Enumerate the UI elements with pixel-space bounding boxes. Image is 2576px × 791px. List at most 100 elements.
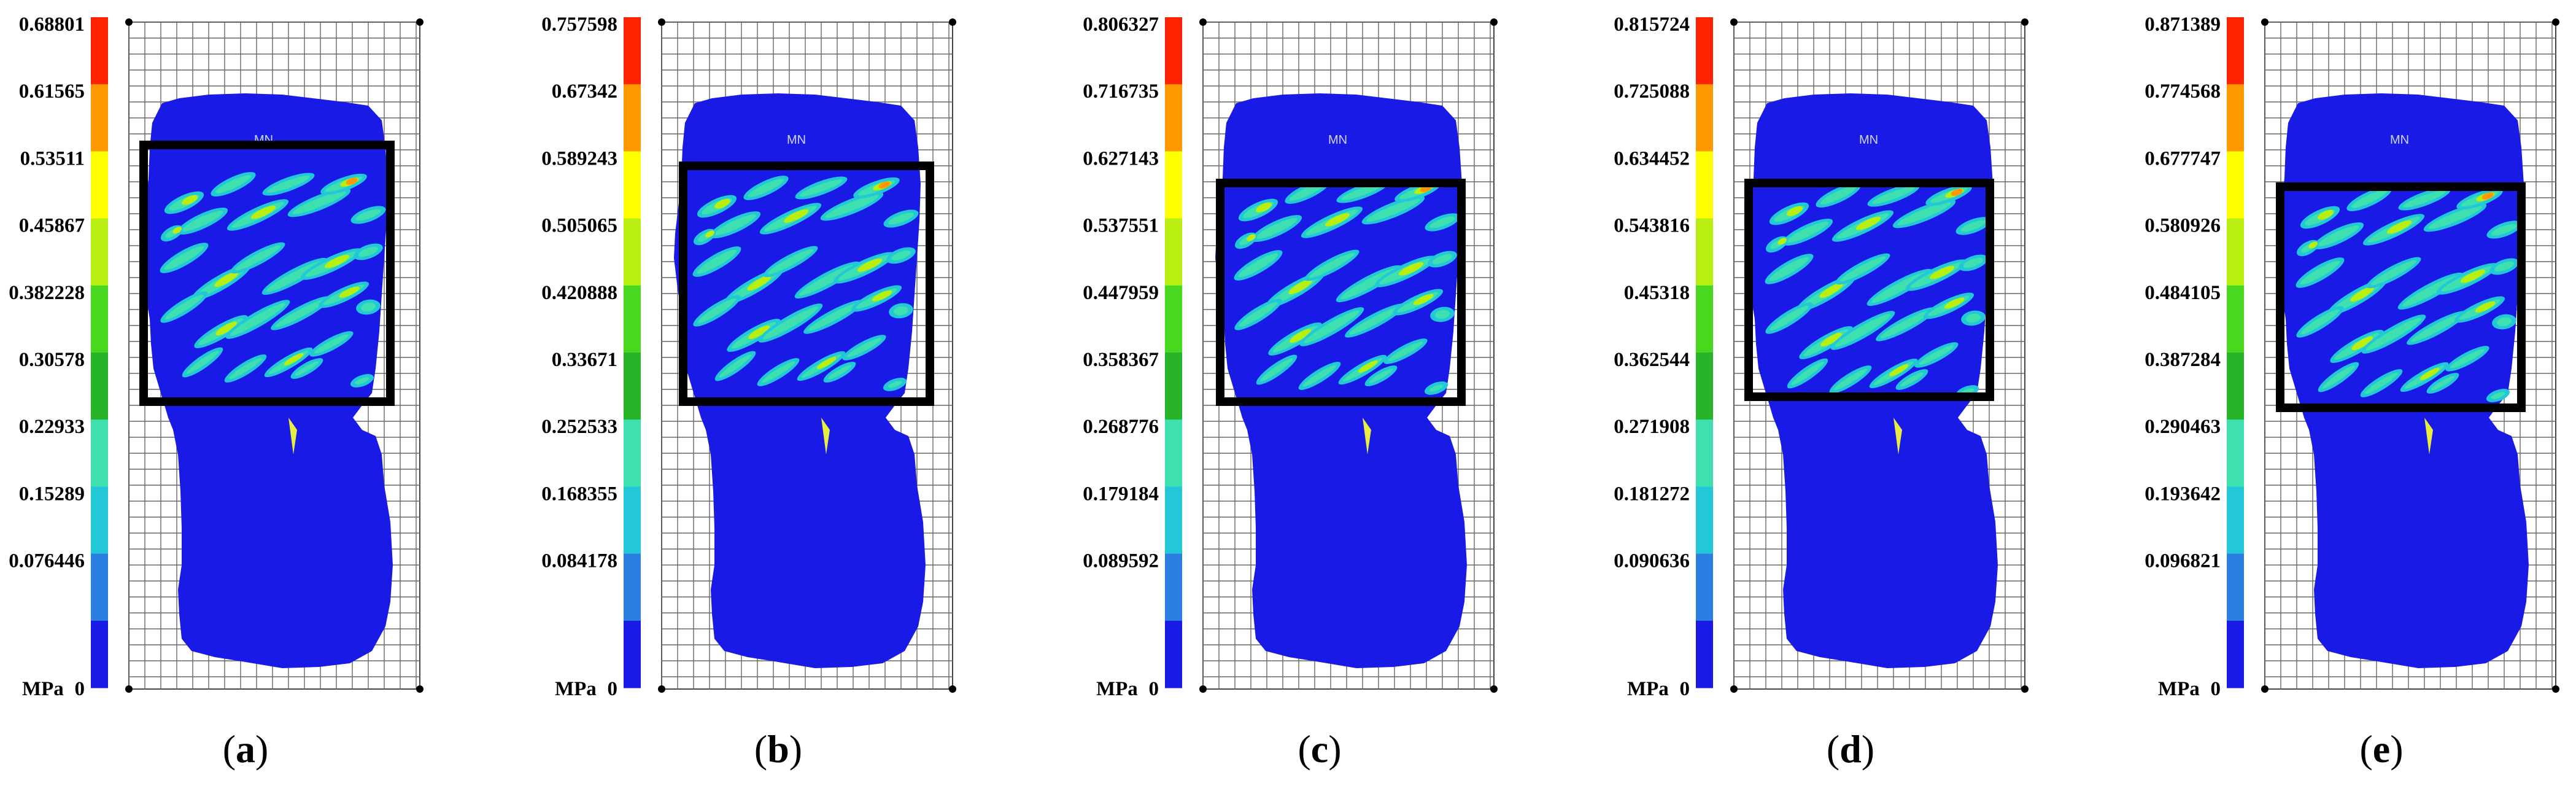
hotspot-mid xyxy=(761,361,795,383)
hotspot xyxy=(1304,249,1360,281)
colorbar xyxy=(91,17,108,688)
hotspot xyxy=(853,177,900,199)
hotspot-mid xyxy=(358,246,379,257)
hotspot xyxy=(1234,250,1283,281)
hotspot xyxy=(2296,257,2345,288)
colorbar-band xyxy=(1165,84,1182,152)
colorbar-band xyxy=(624,353,641,420)
hotspot xyxy=(1914,342,1959,368)
panel-c: 0.806327 0.716735 0.627143 0.537551 0.447959… xyxy=(1074,0,1589,791)
hotspot-mid xyxy=(2491,224,2517,236)
hotspot-mid xyxy=(827,365,852,380)
hotspot xyxy=(692,246,741,277)
colorbar-tick-label: 0.61565 xyxy=(19,80,85,103)
hotspot-core xyxy=(1413,294,1434,305)
hotspot-mid xyxy=(800,179,843,197)
colorbar-band xyxy=(91,419,108,487)
hotspot xyxy=(883,209,919,228)
hotspot xyxy=(2486,220,2522,239)
hotspot-core xyxy=(1290,329,1312,343)
hotspot xyxy=(1338,354,1387,385)
hotspot-mid xyxy=(1388,341,1423,361)
hotspot-mid xyxy=(1900,372,1924,387)
colorbar-band xyxy=(624,419,641,487)
hotspot xyxy=(226,199,289,231)
colorbar-ticks: 0.815724 0.725088 0.634452 0.543816 0.45318 0… xyxy=(1614,14,1690,700)
hotspot-core xyxy=(783,209,809,223)
hotspot xyxy=(714,351,756,381)
colorbar-band xyxy=(624,84,641,152)
hotspot xyxy=(2489,258,2519,275)
hotspot xyxy=(2300,206,2340,229)
hotspot-mid xyxy=(234,245,281,271)
hotspot xyxy=(191,264,251,301)
hotspot-core xyxy=(339,286,360,298)
hotspot-mid xyxy=(2411,314,2462,342)
hotspot xyxy=(1265,271,1325,308)
hotspot xyxy=(889,303,913,319)
hotspot xyxy=(160,291,208,323)
hotspot-mid xyxy=(762,306,819,340)
hotspot-core xyxy=(1247,234,1256,241)
hotspot xyxy=(1955,217,1991,235)
hotspot-core xyxy=(1398,262,1424,276)
colorbar-tick-label: 0.634452 xyxy=(1614,147,1690,170)
hotspot-mid xyxy=(894,306,908,316)
hotspot-core xyxy=(1855,217,1881,230)
hotspot xyxy=(2436,263,2499,295)
colorbar-tick-label: 0.537551 xyxy=(1083,215,1159,237)
hotspot-mid xyxy=(1366,198,1420,222)
footprint-outline xyxy=(141,93,393,668)
contour-plot-e: 0.871389 0.774568 0.677747 0.580926 0.484105… xyxy=(2145,14,2559,700)
hotspot xyxy=(727,319,781,352)
colorbar-band xyxy=(1165,151,1182,219)
hotspot xyxy=(1392,289,1444,316)
hotspot xyxy=(1238,198,1278,222)
hotspot xyxy=(2456,188,2503,210)
colorbar-tick-label: 0.420888 xyxy=(541,282,617,304)
colorbar-band xyxy=(1696,151,1713,219)
colorbar-tick-label: 0.268776 xyxy=(1083,416,1159,438)
caption-letter: a xyxy=(236,727,255,771)
hotspot xyxy=(264,347,313,378)
forefoot-roi-box xyxy=(139,141,395,406)
hotspot xyxy=(883,378,907,391)
colorbar-tick-label: 0.15289 xyxy=(19,483,85,505)
colorbar-ticks: 0.68801 0.61565 0.53511 0.45867 0.382228 0.30… xyxy=(9,14,85,700)
colorbar xyxy=(1165,17,1182,688)
hotspot xyxy=(795,176,848,200)
unit-label: MPa xyxy=(2158,678,2200,700)
hotspot-core xyxy=(857,259,883,272)
hotspot-core xyxy=(816,357,837,369)
forefoot-roi-box xyxy=(1744,179,1994,401)
corner-dot xyxy=(125,18,133,26)
hotspot xyxy=(262,173,315,196)
corner-dot xyxy=(416,685,424,693)
colorbar-tick-label: 0.45318 xyxy=(1624,282,1690,304)
hotspot xyxy=(1430,306,1455,322)
colorbar-tick-label: 0.382228 xyxy=(9,282,85,304)
stress-hotspots xyxy=(2296,187,2522,402)
hotspot xyxy=(2426,373,2459,394)
colorbar-tick-label: 0.076446 xyxy=(9,550,85,572)
corner-dot xyxy=(1199,18,1207,26)
hotspot xyxy=(1895,369,1928,390)
hotspot-mid xyxy=(1429,384,1444,392)
hotspot xyxy=(225,300,290,339)
colorbar-band xyxy=(1165,353,1182,420)
hotspot xyxy=(182,347,223,378)
hotspot xyxy=(2330,330,2384,363)
forefoot-roi-box xyxy=(2276,182,2526,412)
hotspot xyxy=(743,176,789,200)
colorbar-band xyxy=(624,17,641,85)
hotspot-core xyxy=(705,230,714,238)
hotspot xyxy=(350,374,374,388)
colorbar-tick-label: 0.290463 xyxy=(2145,416,2221,438)
mn-label: MN xyxy=(1328,133,1347,147)
panel-d: 0.815724 0.725088 0.634452 0.543816 0.45318 0… xyxy=(1605,0,2120,791)
footprint-outline xyxy=(2277,93,2529,668)
caption-letter: e xyxy=(2372,727,2391,771)
hotspot-core xyxy=(747,275,771,291)
hotspot-core xyxy=(1777,238,1787,245)
hotspot xyxy=(2486,389,2510,402)
